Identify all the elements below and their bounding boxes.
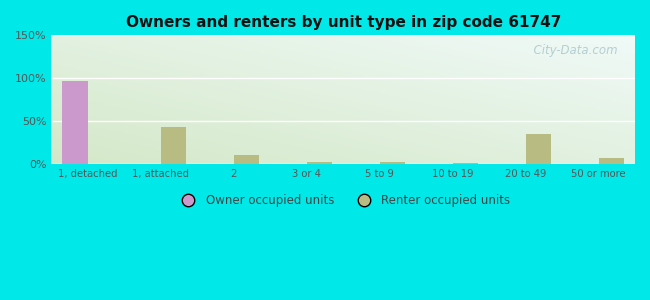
Bar: [380, 162, 405, 164]
Bar: [161, 127, 187, 164]
Legend: Owner occupied units, Renter occupied units: Owner occupied units, Renter occupied un…: [172, 190, 515, 212]
Bar: [526, 134, 551, 164]
Title: Owners and renters by unit type in zip code 61747: Owners and renters by unit type in zip c…: [125, 15, 561, 30]
Text: City-Data.com: City-Data.com: [526, 44, 618, 57]
Bar: [62, 81, 88, 164]
Bar: [307, 162, 332, 164]
Bar: [599, 158, 624, 164]
Bar: [234, 155, 259, 164]
Bar: [452, 163, 478, 164]
